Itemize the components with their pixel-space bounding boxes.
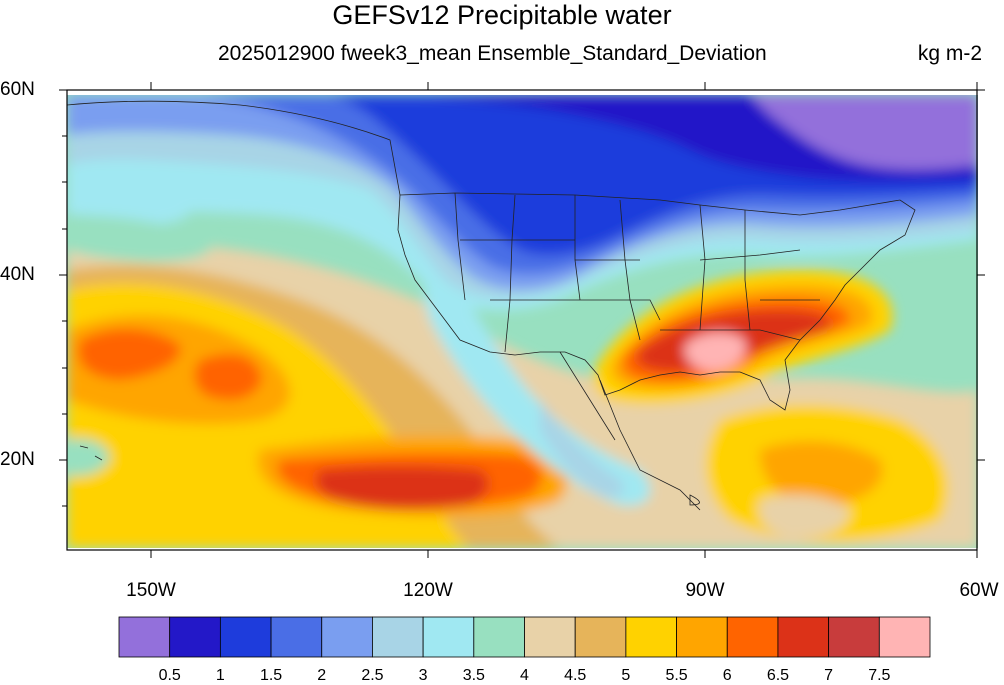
colorbar-swatch [321,616,373,658]
colorbar-swatch [828,616,880,658]
colorbar-tick-label: 6 [722,667,732,684]
colorbar-tick-label: 5.5 [665,667,688,684]
lat-label-60n: 60N [0,79,35,100]
colorbar-tick-label: 0.5 [158,667,181,684]
map-ticks [59,82,985,558]
colorbar-tick-label: 7 [824,667,834,684]
colorbar-tick-label: 4 [520,667,529,684]
colorbar-swatch [574,616,627,658]
colorbar-tick-label: 3.5 [462,667,485,684]
map-border [66,89,978,551]
colorbar-swatch [372,616,424,658]
colorbar-swatch [219,616,272,658]
colorbar-swatch [473,616,525,658]
lon-label-90w: 90W [685,580,725,601]
colorbar-swatch [118,616,171,658]
colorbar-swatch [422,616,475,658]
lon-label-120w: 120W [403,580,453,601]
colorbar-swatch [777,616,830,658]
lon-label-60w: 60W [959,580,999,601]
colorbar-tick-label: 2 [317,667,327,684]
lat-label-20n: 20N [0,449,35,470]
colorbar-tick-label: 1.5 [259,667,283,684]
boundary-lines [67,100,916,511]
colorbar-swatch [625,616,677,658]
plot-subtitle: 2025012900 fweek3_mean Ensemble_Standard… [218,42,767,65]
lat-label-40n: 40N [0,264,35,285]
colorbar-tick-label: 6.5 [766,667,790,684]
colorbar-swatch [169,616,221,658]
colorbar-swatch [524,616,576,658]
units-label: kg m-2 [917,42,982,65]
colorbar-swatch [726,616,779,658]
lon-label-150w: 150W [126,580,176,601]
colorbar-tick-label: 3 [418,667,428,684]
colorbar-tick-label: 1 [215,667,225,684]
colorbar-swatch [270,616,323,658]
colorbar-tick-label: 5 [621,667,631,684]
colorbar-swatch [878,616,931,658]
plot-title: GEFSv12 Precipitable water [332,0,672,30]
colorbar-tick-label: 4.5 [564,667,587,684]
contour-field [67,95,978,548]
colorbar-tick-label: 7.5 [868,667,891,684]
precipitable-water-map [59,82,985,558]
colorbar-tick-label: 2.5 [361,667,384,684]
colorbar-swatch [676,616,728,658]
